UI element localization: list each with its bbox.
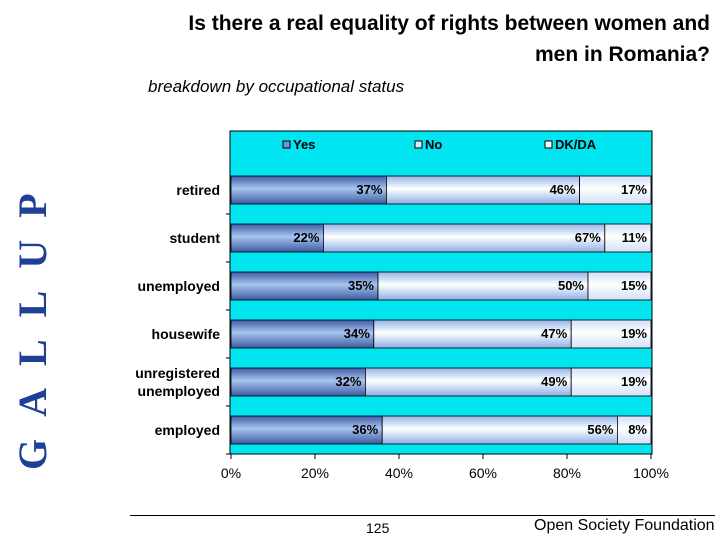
data-label: 32%: [335, 374, 361, 389]
bar-unemployed-yes: [230, 271, 379, 301]
category-labels: retired student unemployed housewife unregis…: [135, 182, 230, 455]
category-label: student: [169, 230, 220, 246]
slide-title-line-2: men in Romania?: [534, 43, 710, 66]
legend-swatch-yes: [282, 140, 291, 149]
page-number: 125: [366, 520, 390, 536]
x-tick-label: 100%: [633, 465, 669, 481]
legend-label-no: No: [425, 137, 442, 152]
slide-title-line-1: Is there a real equality of rights betwe…: [188, 12, 710, 35]
organization-name: Open Society Foundation: [534, 517, 715, 534]
x-axis: 0% 20% 40% 60% 80% 100%: [221, 454, 669, 481]
category-label: housewife: [152, 326, 221, 342]
data-label: 49%: [541, 374, 567, 389]
slide-subtitle: breakdown by occupational status: [148, 77, 405, 96]
data-label: 67%: [575, 230, 601, 245]
bar-unregistered-unemployed-dkda: [570, 367, 652, 397]
x-tick-label: 40%: [385, 465, 413, 481]
bar-housewife-no: [373, 319, 572, 349]
bar-retired-no: [385, 175, 580, 205]
bar-housewife-dkda: [570, 319, 652, 349]
data-label: 50%: [558, 278, 584, 293]
bar-housewife-yes: [230, 319, 375, 349]
bar-employed-no: [381, 415, 618, 445]
data-label: 17%: [621, 182, 647, 197]
legend-swatch-no: [414, 140, 423, 149]
category-label: unregistered: [135, 365, 220, 381]
data-label: 35%: [348, 278, 374, 293]
legend-label-dkda: DK/DA: [555, 137, 597, 152]
bar-unemployed-dkda: [587, 271, 652, 301]
bar-employed-dkda: [617, 415, 652, 445]
gallup-logo: GALLUP: [10, 171, 55, 470]
footer-divider: [130, 515, 715, 516]
data-label: 34%: [344, 326, 370, 341]
bar-employed-yes: [230, 415, 383, 445]
data-label: 37%: [356, 182, 382, 197]
data-label: 36%: [352, 422, 378, 437]
category-label: unemployed: [138, 278, 220, 294]
data-label: 8%: [628, 422, 647, 437]
bar-retired-dkda: [579, 175, 652, 205]
bar-unregistered-unemployed-yes: [230, 367, 366, 397]
data-label: 15%: [621, 278, 647, 293]
data-label: 19%: [621, 374, 647, 389]
data-label: 47%: [541, 326, 567, 341]
data-label: 11%: [622, 230, 648, 245]
category-label: employed: [155, 422, 220, 438]
bar-student-dkda: [604, 223, 652, 253]
bar-student-yes: [230, 223, 324, 253]
data-label: 46%: [550, 182, 576, 197]
gallup-logo-text: GALLUP: [10, 171, 55, 470]
legend-swatch-dkda: [544, 140, 553, 149]
data-label: 56%: [587, 422, 613, 437]
legend-label-yes: Yes: [293, 137, 315, 152]
bar-student-no: [322, 223, 606, 253]
x-tick-label: 80%: [553, 465, 581, 481]
legend: Yes No DK/DA: [231, 132, 651, 158]
data-label: 19%: [621, 326, 647, 341]
x-tick-label: 20%: [301, 465, 329, 481]
x-tick-label: 0%: [221, 465, 241, 481]
bars-layer: 37% 46% 17% 22% 67% 11% 35% 50% 15% 34% 47% 19% 32% 4…: [230, 175, 652, 445]
category-label: unemployed: [138, 383, 220, 399]
bar-retired-yes: [230, 175, 387, 205]
x-tick-label: 60%: [469, 465, 497, 481]
data-label: 22%: [293, 230, 319, 245]
bar-unemployed-no: [377, 271, 589, 301]
bar-unregistered-unemployed-no: [364, 367, 572, 397]
legend-box: [231, 132, 651, 158]
category-label: retired: [176, 182, 220, 198]
